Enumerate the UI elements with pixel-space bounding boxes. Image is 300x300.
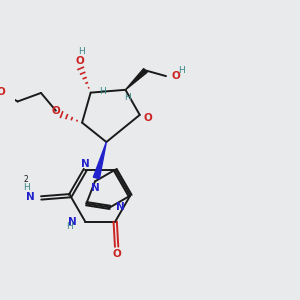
Text: H: H <box>178 66 185 75</box>
Text: H: H <box>124 93 130 102</box>
Text: H: H <box>66 222 73 231</box>
Text: 2: 2 <box>23 175 28 184</box>
Text: N: N <box>26 192 35 203</box>
Text: N: N <box>91 183 100 193</box>
Text: N: N <box>68 217 77 226</box>
Text: O: O <box>76 56 85 66</box>
Text: O: O <box>0 87 5 97</box>
Text: H: H <box>99 87 105 96</box>
Text: N: N <box>81 159 90 169</box>
Text: O: O <box>112 249 121 259</box>
Text: O: O <box>144 113 153 123</box>
Text: N: N <box>116 202 125 212</box>
Polygon shape <box>93 142 106 179</box>
Text: O: O <box>172 70 181 80</box>
Text: H: H <box>23 183 30 192</box>
Text: O: O <box>52 106 60 116</box>
Text: H: H <box>78 47 85 56</box>
Polygon shape <box>125 69 147 90</box>
